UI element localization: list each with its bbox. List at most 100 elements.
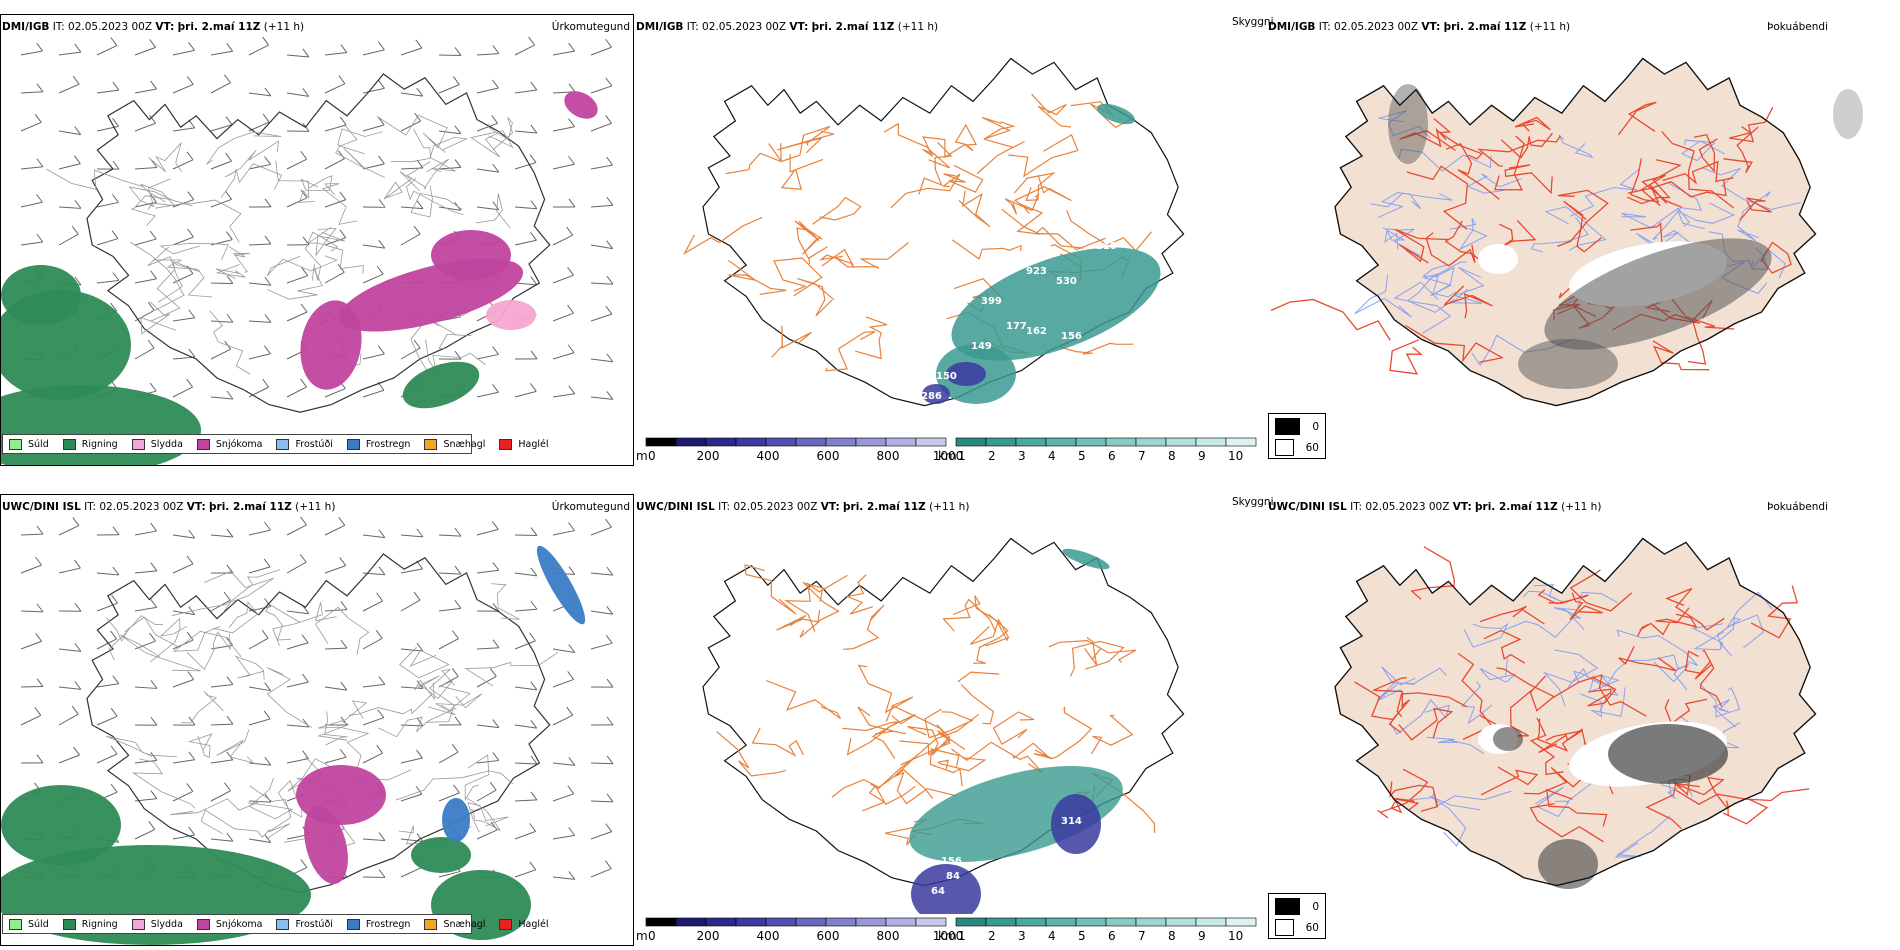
fog-indicator-area [1833,89,1863,139]
row1-fog-header: DMI/IGB IT: 02.05.2023 00Z VT: þri. 2.ma… [1268,21,1571,33]
legend-swatch [424,918,438,930]
colorbar-swatch [765,917,797,927]
visibility-value-label: 84 [946,871,960,882]
colorbar-swatch [705,917,737,927]
row1-precip-title: Úrkomutegund [551,21,630,33]
legend-item: Súld [9,438,49,450]
row2-fog-map [1334,537,1817,889]
sleet-area [486,300,536,330]
colorbar-tick: 5 [1078,449,1086,463]
iceland-coastline [1334,537,1817,887]
colorbar-swatch [1165,437,1197,447]
very-low-visibility-area [1051,794,1101,854]
colorbar-tick: 7 [1138,449,1146,463]
colorbar-tick: 8 [1168,449,1176,463]
colorbar-swatch [1165,917,1197,927]
colorbar-tick: 2 [988,929,996,943]
low-visibility-area [951,247,1161,361]
visibility-value-label: 399 [981,296,1002,307]
colorbar-tick: 800 [877,929,900,943]
colorbar-swatch [1015,917,1047,927]
colorbar-swatch [1045,437,1077,447]
legend-swatch [276,438,290,450]
colorbar-tick: 4 [1048,449,1056,463]
low-visibility-area [1062,548,1110,570]
colorbar-swatch [985,917,1017,927]
legend-label: Haglél [518,918,549,930]
colorbar-unit: m [636,929,648,943]
colorbar-swatch [645,917,677,927]
legend-item: Frostregn [346,438,410,450]
colorbar-swatch [1015,437,1047,447]
colorbar-tick: 1 [958,449,966,463]
colorbar-swatch [735,917,767,927]
colorbar-swatch [915,917,947,927]
colorbar-tick: 6 [1108,929,1116,943]
row1-visibility-colorbars: m 0 200 400 600 800 1000 km 1 2 3 4 5 6 7 8 9 10 [636,436,1266,466]
iceland-coastline [1334,57,1817,407]
legend-swatch [9,918,22,930]
colorbar-swatch [955,437,987,447]
row2-visibility-panel: UWC/DINI ISL IT: 02.05.2023 00Z VT: þri.… [636,494,1274,946]
colorbar-tick: 10 [1228,449,1243,463]
legend-swatch [346,918,360,930]
road-network [682,93,1153,372]
colorbar-tick: 9 [1198,929,1206,943]
visibility-value-label: 156 [1061,331,1082,342]
colorbar-tick: 200 [697,449,720,463]
visibility-value-label: 139 [941,681,962,692]
rain-area [1,785,121,865]
visibility-value-label: 286 [921,391,942,402]
colorbar-swatch [675,917,707,927]
colorbar-tick: 10 [1228,929,1243,943]
colorbar-unit: m [636,449,648,463]
visibility-value-label: 530 [1056,276,1077,287]
row2-precip-title: Úrkomutegund [551,501,630,513]
very-low-visibility-area [946,362,986,386]
colorbar-tick: 400 [757,929,780,943]
visibility-value-label: 162 [1026,326,1047,337]
colorbar-swatch [795,437,827,447]
iceland-landmass [1334,537,1817,887]
rain-area [411,837,471,873]
low-visibility-area [1097,103,1135,125]
row1-precip-header: DMI/IGB IT: 02.05.2023 00Z VT: þri. 2.ma… [2,21,305,33]
colorbar-tick: 5 [1078,929,1086,943]
row1-visibility-header: DMI/IGB IT: 02.05.2023 00Z VT: þri. 2.ma… [636,21,939,33]
cloud-legend-swatch-60 [1275,439,1294,456]
legend-item: Rigning [62,918,118,930]
row2-precip-legend: Súld Rigning Slydda Snjókoma Frostúði Frostre… [2,914,549,934]
colorbar-tick: 6 [1108,449,1116,463]
legend-label: Slydda [150,918,183,930]
fog-indicator-area [1544,238,1772,350]
rain-area [1,265,81,325]
colorbar-swatch [1225,917,1257,927]
colorbar-swatch [675,437,707,447]
colorbar-tick: 600 [817,449,840,463]
legend-item: Snjókoma [196,438,262,450]
row2-visibility-header: UWC/DINI ISL IT: 02.05.2023 00Z VT: þri.… [636,501,970,513]
legend-label: Haglél [518,438,549,450]
legend-label: Snjókoma [215,918,263,930]
row2-precip-header: UWC/DINI ISL IT: 02.05.2023 00Z VT: þri.… [2,501,336,513]
legend-item: Snæhagl [424,438,485,450]
legend-item: Frostúði [276,918,333,930]
colorbar-swatch [1075,917,1107,927]
colorbar-tick: 800 [877,449,900,463]
legend-label: Súld [28,918,49,930]
colorbar-swatch [915,437,947,447]
very-low-visibility-area [922,384,950,404]
iceland-coastline [86,73,551,413]
row1-precip-map [1,36,614,465]
row2-cloud-legend: 0 60 [1268,893,1326,939]
legend-swatch [196,918,210,930]
snow-area [304,806,348,884]
row1-fog-panel: DMI/IGB IT: 02.05.2023 00Z VT: þri. 2.ma… [1268,14,1898,466]
row2-fog-title: Þokuábendi [1767,501,1828,513]
colorbar-swatch [795,917,827,927]
row1-visibility-title: Skyggni [1232,16,1274,28]
legend-item: Haglél [499,438,549,450]
